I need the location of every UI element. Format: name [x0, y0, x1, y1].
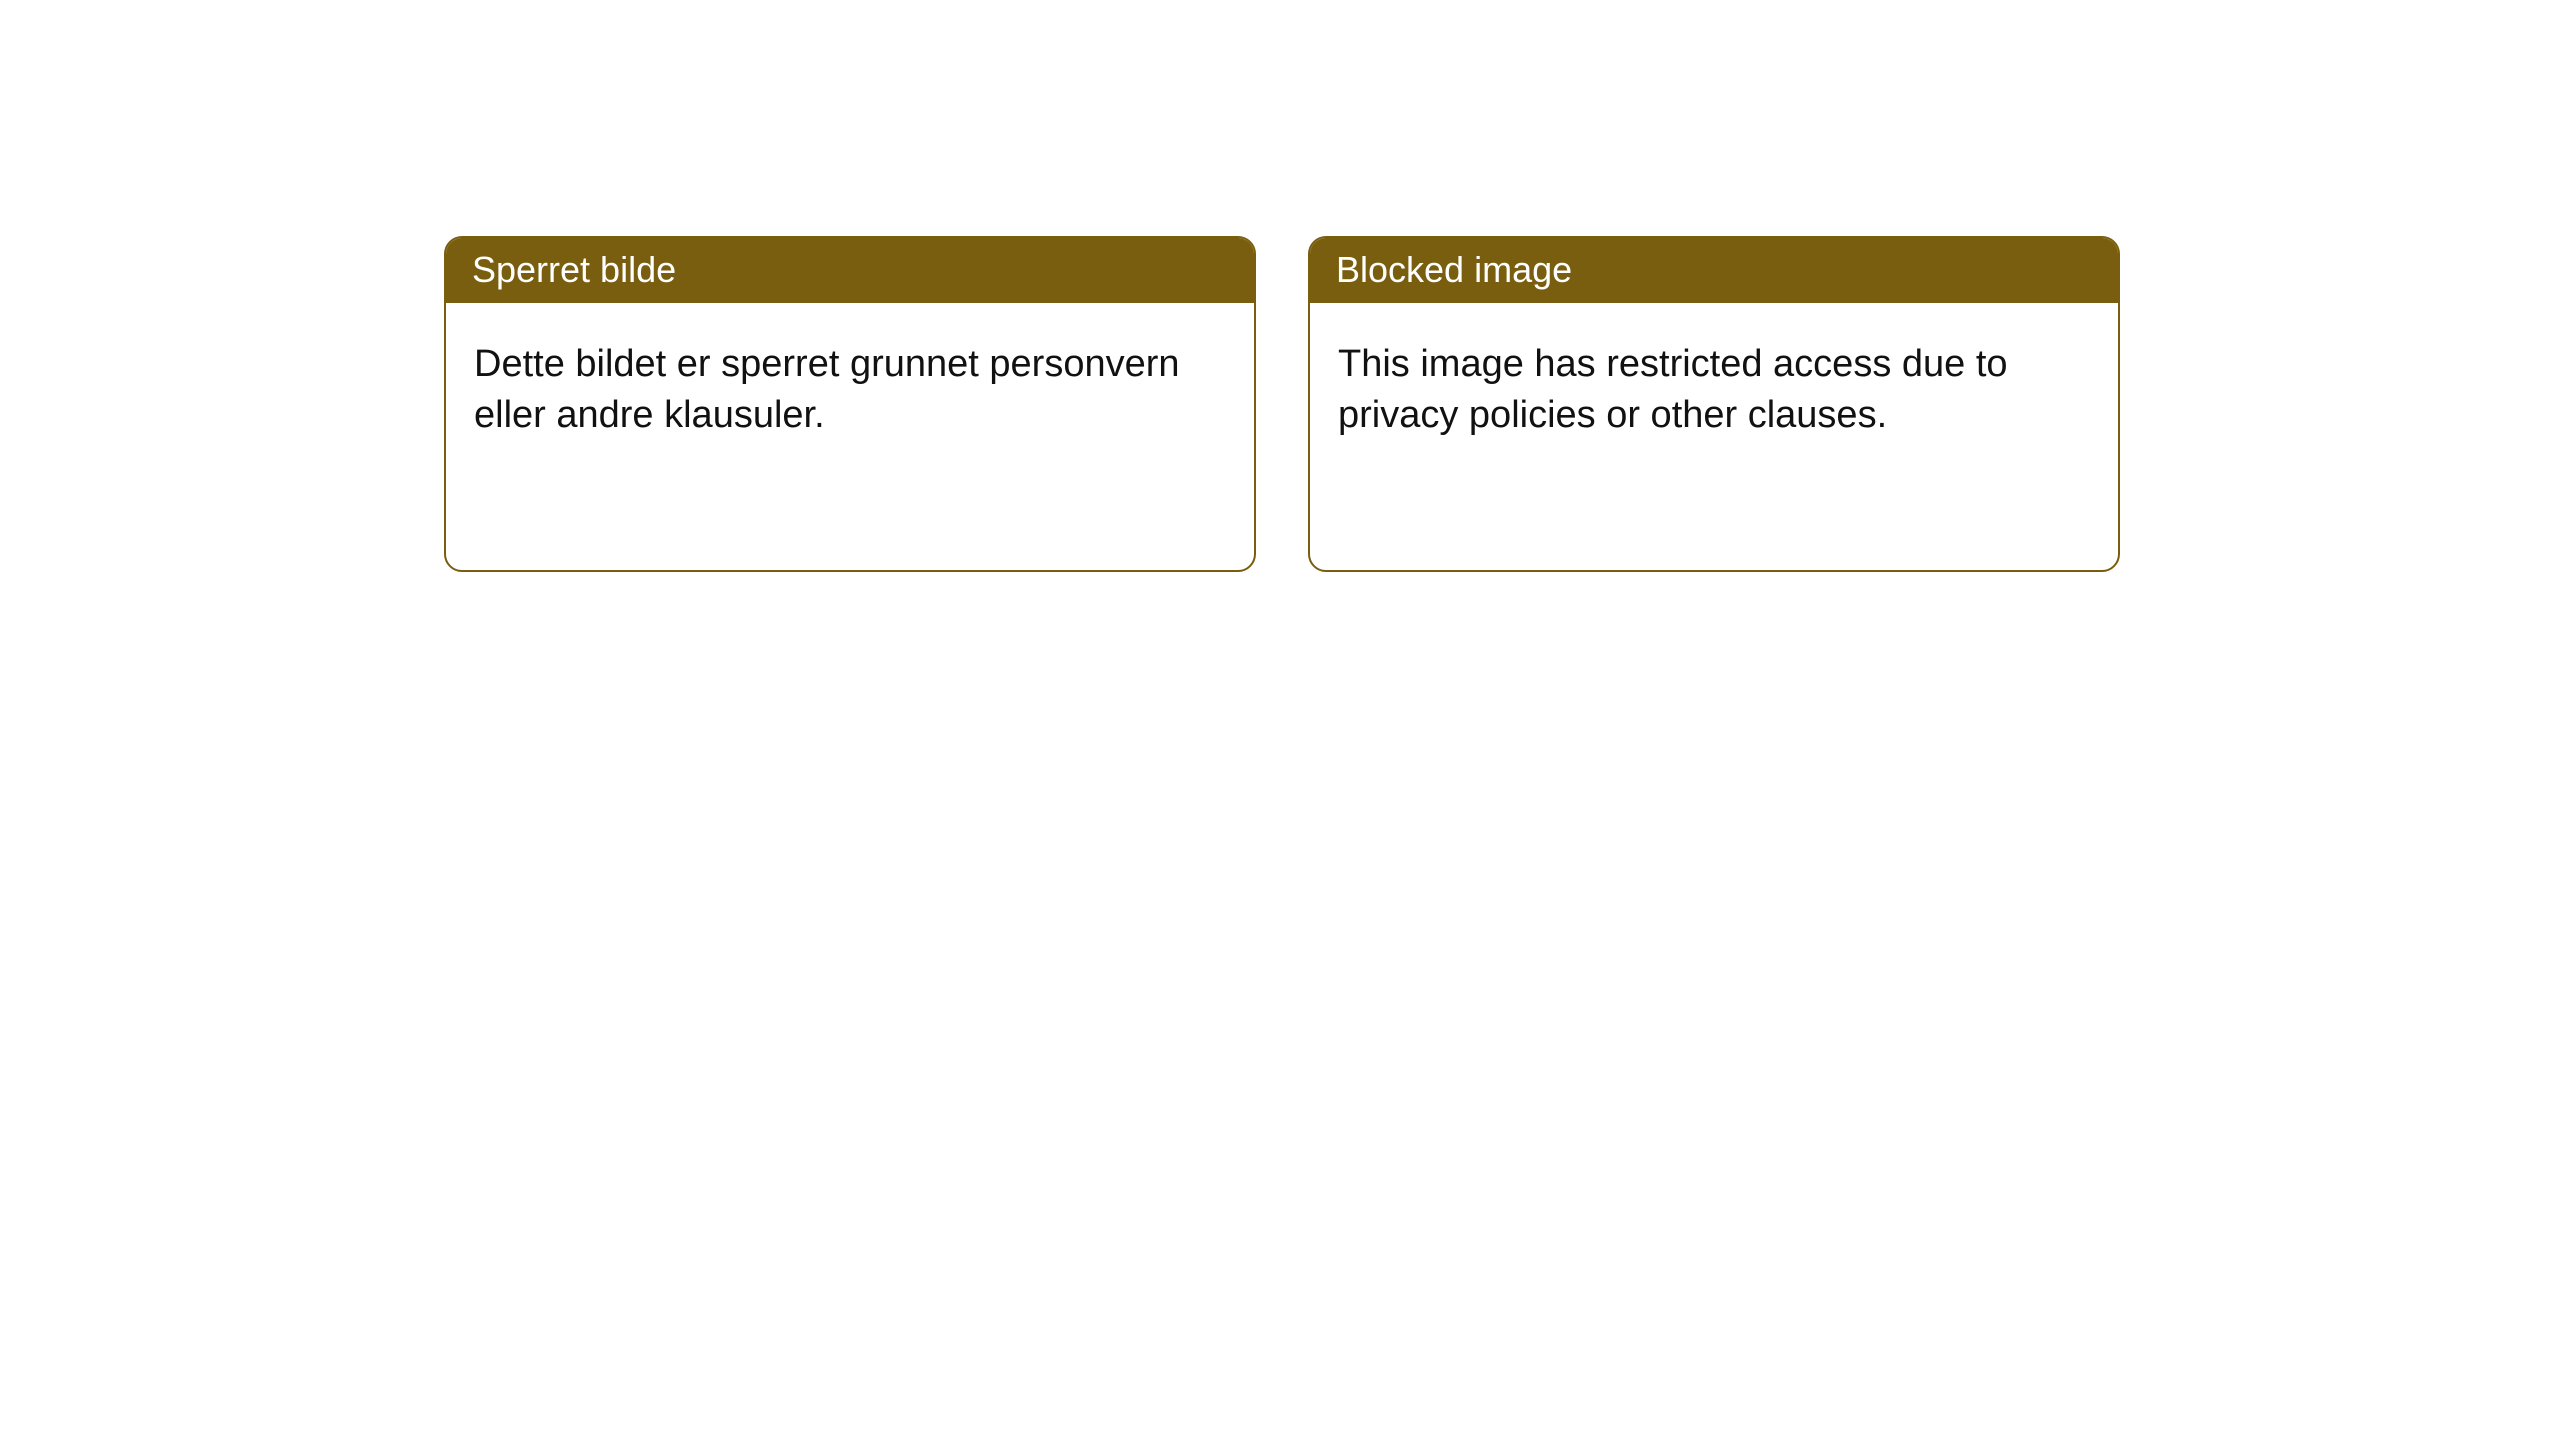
notice-cards-container: Sperret bilde Dette bildet er sperret gr…	[444, 236, 2560, 572]
blocked-image-card-no: Sperret bilde Dette bildet er sperret gr…	[444, 236, 1256, 572]
card-title: Sperret bilde	[446, 238, 1254, 303]
card-body-text: Dette bildet er sperret grunnet personve…	[446, 303, 1254, 478]
card-body-text: This image has restricted access due to …	[1310, 303, 2118, 478]
blocked-image-card-en: Blocked image This image has restricted …	[1308, 236, 2120, 572]
card-title: Blocked image	[1310, 238, 2118, 303]
